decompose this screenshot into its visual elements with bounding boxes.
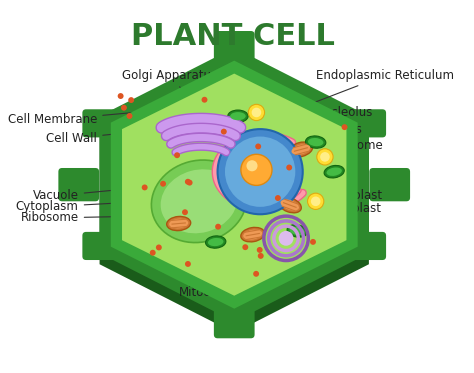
Circle shape bbox=[118, 93, 124, 99]
Circle shape bbox=[279, 231, 293, 246]
Circle shape bbox=[317, 149, 333, 165]
Circle shape bbox=[182, 209, 188, 215]
Circle shape bbox=[127, 113, 132, 119]
Circle shape bbox=[242, 244, 248, 250]
FancyBboxPatch shape bbox=[369, 168, 410, 201]
Circle shape bbox=[142, 185, 147, 190]
Text: Cell Membrane: Cell Membrane bbox=[8, 113, 131, 126]
Circle shape bbox=[121, 105, 127, 111]
Ellipse shape bbox=[289, 142, 313, 157]
Ellipse shape bbox=[287, 225, 307, 237]
Text: Golgi Apparatus: Golgi Apparatus bbox=[122, 69, 218, 101]
FancyBboxPatch shape bbox=[214, 31, 255, 64]
Circle shape bbox=[248, 104, 264, 120]
Text: Nucleus: Nucleus bbox=[278, 123, 363, 136]
Circle shape bbox=[187, 180, 192, 186]
Ellipse shape bbox=[228, 110, 248, 122]
Ellipse shape bbox=[167, 216, 191, 231]
Circle shape bbox=[215, 224, 221, 230]
Circle shape bbox=[311, 197, 320, 206]
Ellipse shape bbox=[161, 169, 237, 233]
Ellipse shape bbox=[241, 228, 264, 242]
Circle shape bbox=[218, 129, 303, 214]
Circle shape bbox=[160, 181, 166, 187]
Polygon shape bbox=[100, 48, 369, 322]
Ellipse shape bbox=[206, 236, 226, 248]
Text: Ribosome: Ribosome bbox=[20, 211, 143, 225]
Circle shape bbox=[252, 108, 261, 117]
Polygon shape bbox=[111, 61, 358, 309]
FancyBboxPatch shape bbox=[58, 168, 99, 201]
Ellipse shape bbox=[292, 144, 310, 155]
Circle shape bbox=[258, 253, 264, 259]
Circle shape bbox=[241, 154, 272, 185]
Text: Chloroplast: Chloroplast bbox=[292, 178, 383, 202]
Text: Amyloplast: Amyloplast bbox=[283, 202, 382, 216]
FancyBboxPatch shape bbox=[82, 109, 118, 137]
Circle shape bbox=[255, 144, 261, 150]
Text: Nucleolus: Nucleolus bbox=[270, 106, 373, 125]
FancyBboxPatch shape bbox=[82, 232, 118, 260]
Polygon shape bbox=[122, 73, 346, 296]
Ellipse shape bbox=[306, 136, 326, 148]
Text: Cytoplasm: Cytoplasm bbox=[16, 200, 146, 213]
Circle shape bbox=[150, 250, 155, 256]
Text: Mitochondria: Mitochondria bbox=[179, 269, 256, 298]
Circle shape bbox=[257, 247, 263, 253]
Ellipse shape bbox=[230, 112, 246, 120]
Ellipse shape bbox=[278, 197, 301, 213]
Ellipse shape bbox=[169, 219, 188, 228]
Text: PLANT CELL: PLANT CELL bbox=[130, 22, 335, 51]
Text: Cell Wall: Cell Wall bbox=[46, 132, 124, 145]
Ellipse shape bbox=[324, 165, 344, 178]
Circle shape bbox=[253, 271, 259, 277]
Ellipse shape bbox=[243, 230, 262, 240]
Circle shape bbox=[342, 124, 347, 130]
Ellipse shape bbox=[290, 227, 305, 235]
Circle shape bbox=[310, 239, 316, 245]
Circle shape bbox=[156, 244, 162, 250]
FancyBboxPatch shape bbox=[351, 232, 386, 260]
Ellipse shape bbox=[308, 138, 323, 146]
Text: Peroxisome: Peroxisome bbox=[289, 139, 383, 153]
Ellipse shape bbox=[151, 160, 247, 242]
Circle shape bbox=[308, 193, 324, 210]
Circle shape bbox=[174, 152, 180, 158]
Text: Endoplasmic Reticulum: Endoplasmic Reticulum bbox=[281, 69, 454, 115]
Circle shape bbox=[275, 195, 281, 201]
Circle shape bbox=[128, 97, 134, 103]
Circle shape bbox=[185, 261, 191, 267]
Circle shape bbox=[201, 97, 208, 103]
Ellipse shape bbox=[208, 238, 223, 246]
Circle shape bbox=[185, 179, 191, 185]
FancyBboxPatch shape bbox=[351, 109, 386, 137]
Circle shape bbox=[221, 129, 227, 135]
Text: Vacuole: Vacuole bbox=[33, 187, 150, 202]
Circle shape bbox=[225, 137, 295, 207]
Ellipse shape bbox=[281, 200, 299, 211]
Circle shape bbox=[246, 160, 257, 171]
Ellipse shape bbox=[327, 167, 342, 176]
Circle shape bbox=[286, 164, 292, 170]
FancyBboxPatch shape bbox=[214, 305, 255, 338]
Circle shape bbox=[320, 152, 330, 162]
Polygon shape bbox=[100, 59, 369, 333]
